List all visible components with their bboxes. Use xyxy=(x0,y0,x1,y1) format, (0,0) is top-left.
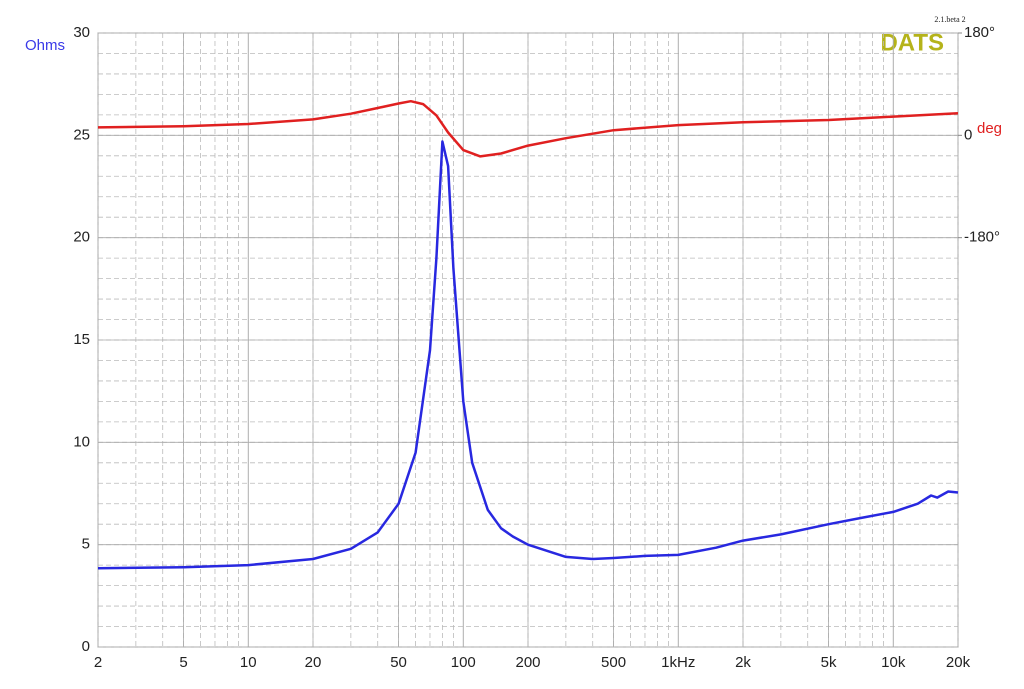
brand: DATS xyxy=(880,29,944,56)
series-line xyxy=(97,140,959,570)
y-tick-label: 0 xyxy=(82,638,90,655)
x-tick-label: 2k xyxy=(735,654,751,671)
x-tick-label: 20 xyxy=(305,654,322,671)
y-tick-label: 5 xyxy=(82,536,90,553)
x-tick-label: 5 xyxy=(179,654,187,671)
x-tick-label: 500 xyxy=(601,654,626,671)
version: 2.1.beta 2 xyxy=(934,15,965,24)
y2-tick-label: 180° xyxy=(964,24,995,41)
y-axis-label: Ohms xyxy=(25,37,65,54)
y2-tick-label: 0 xyxy=(964,126,972,143)
series-line xyxy=(97,99,959,158)
y-tick-label: 30 xyxy=(73,24,90,41)
x-tick-label: 200 xyxy=(515,654,540,671)
x-tick-label: 100 xyxy=(451,654,476,671)
x-tick-label: 2 xyxy=(94,654,102,671)
x-tick-label: 5k xyxy=(821,654,837,671)
y2-tick-label: -180° xyxy=(964,229,1000,246)
x-tick-label: 50 xyxy=(390,654,407,671)
y-tick-label: 15 xyxy=(73,331,90,348)
x-tick-label: 10k xyxy=(881,654,906,671)
y-tick-label: 10 xyxy=(73,433,90,450)
x-tick-label: 20k xyxy=(946,654,971,671)
y-tick-label: 25 xyxy=(73,126,90,143)
y2-axis-label: deg xyxy=(977,120,1002,137)
x-tick-label: 1kHz xyxy=(661,654,695,671)
y-tick-label: 20 xyxy=(73,229,90,246)
x-tick-label: 10 xyxy=(240,654,257,671)
